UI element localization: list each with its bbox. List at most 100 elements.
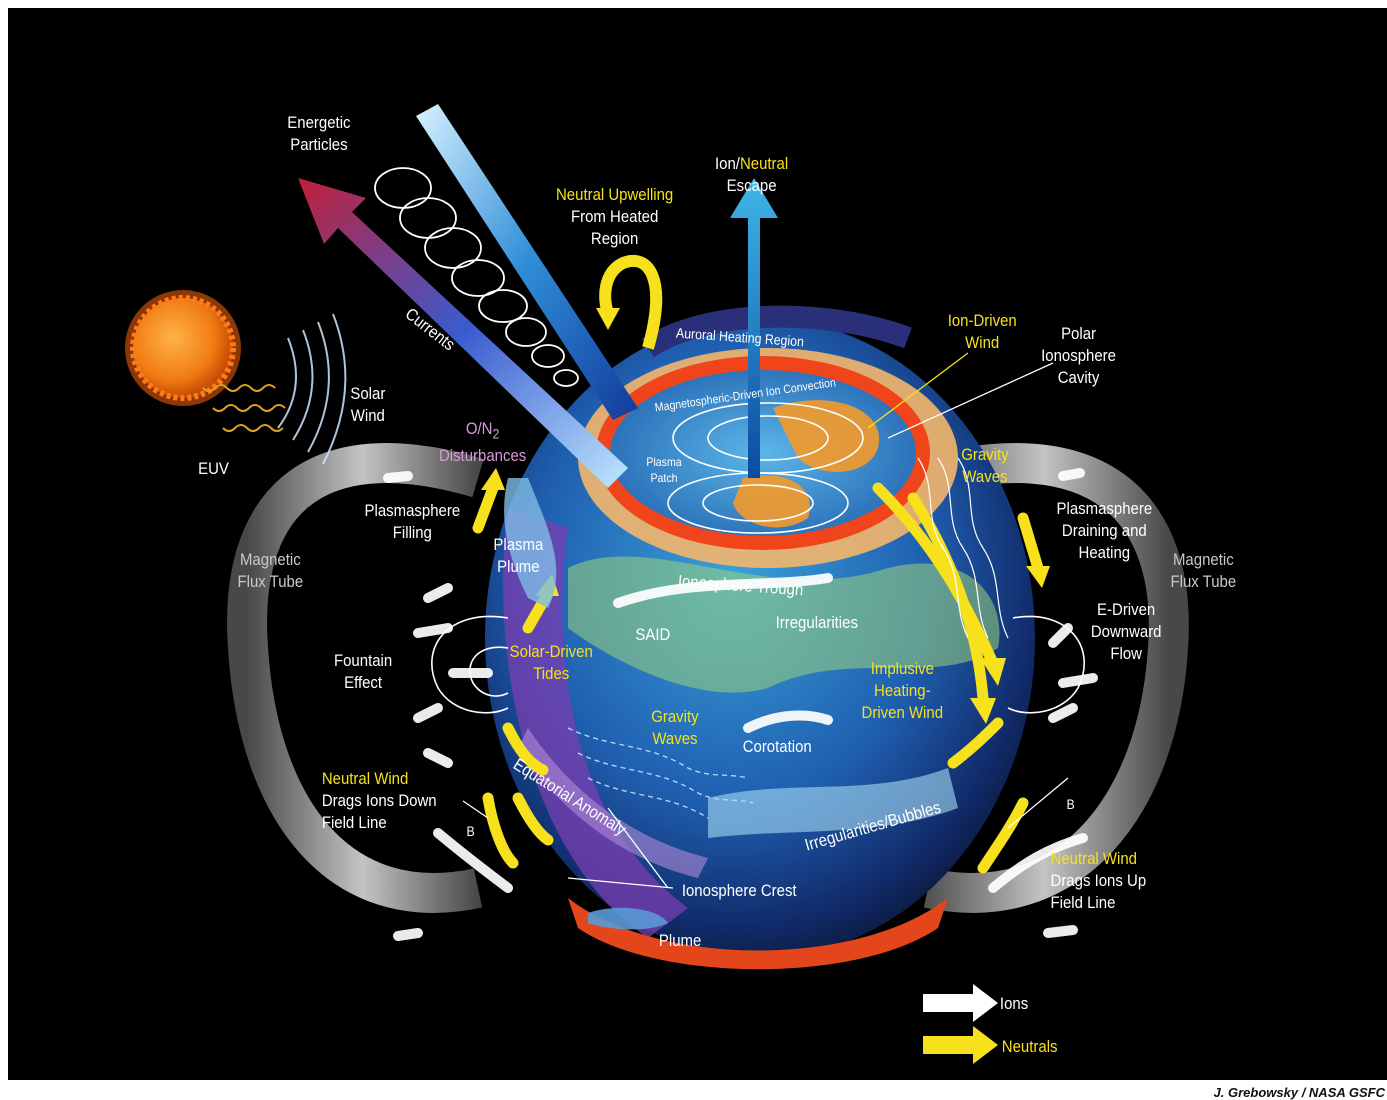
fountain-loops [431,615,1085,714]
label-line: Flux Tube [237,572,304,591]
plasmasphere-draining-label: Plasmasphere Draining and Heating [1057,498,1153,564]
diagram-canvas: Energetic Particles Currents Solar Wind … [8,8,1387,1080]
legend-graphics [923,984,998,1064]
auroral-heating-band [641,305,912,358]
ion-driven-wind-label: Ion-Driven Wind [948,310,1017,354]
label-line: Cavity [1057,368,1100,387]
label-line: Polar [1061,324,1096,343]
solar-wind-label: Solar Wind [350,383,385,427]
label-line: Energetic [287,113,351,132]
label-line: Neutral Wind [1050,849,1137,868]
label-line: Wind [350,406,385,425]
plasmasphere-filling-label: Plasmasphere Filling [365,500,461,544]
fountain-effect-label: Fountain Effect [334,650,392,694]
pointer-lines [462,352,1069,889]
said-label: SAID [635,625,671,644]
label-line: Draining and [1061,521,1147,540]
equatorial-band [503,508,688,938]
label-line: E-Driven [1097,600,1156,619]
image-credit: J. Grebowsky / NASA GSFC [1213,1085,1385,1100]
neutral-wind-up-label: Neutral Wind Drags Ions Up Field Line [1051,848,1147,914]
label-line: Driven Wind [861,703,944,722]
gravity-wave-right-lines [917,457,1009,639]
neutral-upwelling-label: Neutral Upwelling From Heated Region [556,184,673,250]
label-line: Heating [1078,543,1131,562]
currents-arrow [298,178,628,488]
magnetic-flux-tube-left-label: Magnetic Flux Tube [237,549,303,593]
magnetic-flux-tube-right-label: Magnetic Flux Tube [1170,549,1236,593]
neutral-text: Neutral [739,154,789,173]
ionosphere-crest-label: Ionosphere Crest [681,881,797,900]
ion-text: Ion/ [714,154,740,173]
irregularities-label: Irregularities [775,613,858,632]
legend-ions-label: Ions [999,994,1029,1013]
label-line: Disturbances [438,446,527,466]
plume-blob [588,907,668,930]
label-line: Field Line [1050,893,1116,912]
subscript: 2 [492,426,500,443]
label-line: Particles [290,135,348,154]
particle-helix [374,167,579,387]
implusive-heating-label: Implusive Heating- Driven Wind [862,658,943,724]
euv-rays [202,384,286,432]
gravity-wave-lines [567,727,754,819]
label-line: Neutral Wind [321,769,409,788]
legend-neutral-arrow [923,1026,998,1064]
label-line: Gravity [651,707,699,726]
label-line: Waves [962,467,1008,486]
label-line: Patch [650,471,678,485]
neutral-upwelling-arrow [599,254,663,350]
label-line: Solar [350,384,386,403]
label-line: Field Line [321,813,387,832]
label-line: O/N [465,419,493,438]
solar-wind-waves [277,313,347,465]
energetic-particles-beam [416,104,638,420]
label-line: Ion-Driven [947,311,1017,330]
solar-driven-tides-label: Solar-Driven Tides [510,641,593,685]
sun [125,290,241,406]
label-line: Magnetic [1172,550,1234,569]
energetic-particles-label: Energetic Particles [287,112,350,156]
diagram-graphics [125,104,1189,1064]
label-line: Flux Tube [1170,572,1237,591]
legend-ion-arrow [923,984,998,1022]
polar-ionosphere-cavity-label: Polar Ionosphere Cavity [1041,323,1116,389]
gravity-waves-center-label: Gravity Waves [651,706,698,750]
label-line: Escape [726,176,777,195]
label-line: Filling [392,523,432,542]
flux-tube-right [912,443,1189,913]
euv-label: EUV [198,459,229,478]
b-vector-left-label: B [466,823,475,839]
ion-arrows [383,468,1098,941]
label-line: Solar-Driven [509,642,593,661]
b-vector-right-label: B [1066,796,1075,812]
label-line: Magnetic [239,550,301,569]
e-driven-flow-label: E-Driven Downward Flow [1091,599,1162,665]
label-line: Waves [652,729,698,748]
label-line: Drags Ions Down [321,791,437,810]
plasma-patch-label: Plasma Patch [646,454,681,486]
label-line: Ionosphere [1041,346,1116,365]
label-line: Plume [497,557,540,576]
label-line: Plasma [493,535,544,554]
label-line: Effect [344,673,383,692]
label-line: Plasma [646,455,682,469]
corotation-label: Corotation [742,737,812,756]
escape-arrow [730,178,778,478]
label-line: Drags Ions Up [1050,871,1147,890]
label-line: Wind [965,333,1000,352]
label-line: Tides [533,664,570,683]
label-line: Downward [1090,622,1162,641]
label-line: Gravity [961,445,1009,464]
label-line: Flow [1110,644,1142,663]
label-line: Region [590,229,639,248]
neutral-wind-down-label: Neutral Wind Drags Ions Down Field Line [322,768,437,834]
plume-label: Plume [658,931,702,950]
globe-bottom-layers [568,898,948,970]
label-line: Neutral Upwelling [555,185,674,204]
label-line: Plasmasphere [364,501,461,520]
o-n2-disturbances-label: O/N2 Disturbances [439,418,526,467]
plasma-plume [504,478,557,608]
flux-tube-left [227,443,484,913]
legend-neutrals-label: Neutrals [1001,1037,1058,1056]
